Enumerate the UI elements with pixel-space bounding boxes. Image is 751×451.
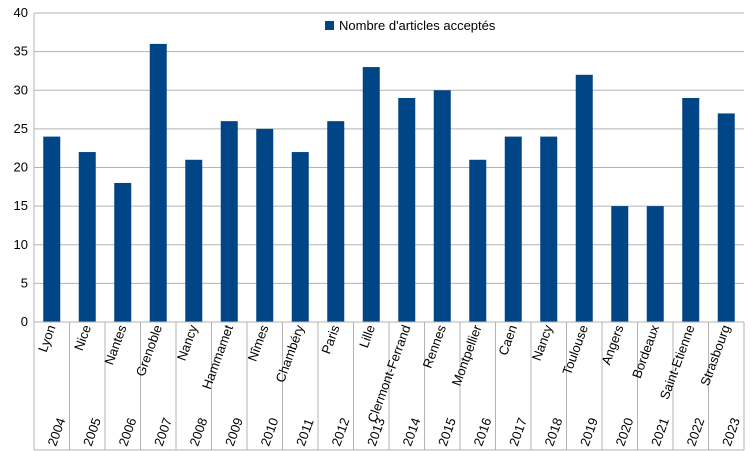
bar bbox=[611, 206, 629, 322]
y-tick-label: 0 bbox=[21, 314, 28, 329]
x-tick-label-city: Angers bbox=[598, 322, 626, 366]
y-tick-label: 15 bbox=[14, 198, 28, 213]
y-tick-label: 30 bbox=[14, 82, 28, 97]
x-tick-label-year: 2009 bbox=[222, 416, 246, 448]
bar bbox=[43, 136, 61, 322]
y-tick-label: 35 bbox=[14, 44, 28, 59]
y-tick-label: 20 bbox=[14, 160, 28, 175]
bar bbox=[540, 136, 558, 322]
bar bbox=[504, 136, 522, 322]
bar bbox=[575, 74, 593, 322]
bar bbox=[256, 128, 274, 322]
y-axis-tick-labels: 0 5 10 15 20 25 30 35 40 bbox=[14, 5, 28, 329]
x-tick-label-year: 2006 bbox=[115, 416, 139, 448]
y-tick-label: 40 bbox=[14, 5, 28, 20]
x-tick-label-city: Chambéry bbox=[272, 322, 307, 384]
x-tick-label-year: 2014 bbox=[399, 416, 423, 448]
x-tick-label-city: Bordeaux bbox=[629, 322, 662, 380]
x-tick-label-city: Paris bbox=[318, 322, 342, 355]
x-tick-label-city: Nancy bbox=[529, 322, 556, 362]
bar bbox=[220, 121, 238, 323]
legend-label: Nombre d'articles acceptés bbox=[339, 18, 496, 33]
x-tick-label-year: 2016 bbox=[470, 416, 494, 448]
x-tick-label-year: 2021 bbox=[648, 416, 672, 448]
x-tick-label-year: 2023 bbox=[719, 416, 743, 448]
bar bbox=[398, 97, 416, 322]
bar bbox=[78, 152, 96, 322]
y-tick-label: 5 bbox=[21, 275, 28, 290]
x-tick-label-city: Toulouse bbox=[559, 323, 591, 377]
bar bbox=[469, 159, 487, 322]
bars bbox=[43, 43, 735, 323]
x-tick-label-year: 2018 bbox=[541, 416, 565, 448]
legend: Nombre d'articles acceptés bbox=[325, 18, 496, 33]
x-tick-label-city: Montpellier bbox=[449, 322, 485, 388]
gridlines bbox=[34, 12, 744, 323]
x-tick-label-city: Hammamet bbox=[199, 323, 236, 392]
bar bbox=[114, 182, 132, 322]
x-tick-label-year: 2017 bbox=[506, 416, 530, 448]
x-tick-label-year: 2020 bbox=[612, 416, 636, 448]
y-tick-label: 25 bbox=[14, 121, 28, 136]
bar bbox=[149, 43, 167, 323]
legend-swatch bbox=[325, 21, 334, 30]
x-tick-label-year: 2012 bbox=[328, 416, 352, 448]
bar bbox=[327, 121, 345, 323]
bar bbox=[362, 67, 380, 322]
x-tick-label-year: 2010 bbox=[257, 416, 281, 448]
x-tick-label-city: Lyon bbox=[35, 323, 59, 354]
y-tick-label: 10 bbox=[14, 237, 28, 252]
x-tick-label-year: 2015 bbox=[435, 416, 459, 448]
x-tick-label-year: 2005 bbox=[80, 416, 104, 448]
x-tick-label-city: Grenoble bbox=[133, 323, 165, 378]
x-tick-label-year: 2019 bbox=[577, 416, 601, 448]
x-tick-label-city: Caen bbox=[495, 323, 520, 357]
x-tick-label-city: Nancy bbox=[174, 322, 201, 362]
bar bbox=[682, 97, 700, 322]
x-tick-label-city: Nîmes bbox=[245, 322, 272, 363]
bar bbox=[717, 113, 735, 322]
bar bbox=[291, 152, 309, 322]
x-tick-label-year: 2011 bbox=[293, 417, 317, 448]
bar bbox=[646, 206, 664, 322]
bar bbox=[185, 159, 203, 322]
x-tick-label-year: 2008 bbox=[186, 416, 210, 448]
x-tick-label-city: Lille bbox=[356, 323, 378, 350]
x-axis: Lyon 2004 Nice 2005 Nantes 2006 Grenoble 2007 Na… bbox=[33, 13, 745, 451]
x-tick-label-year: 2022 bbox=[683, 416, 707, 448]
x-tick-label-city: Saint-Etienne bbox=[657, 323, 698, 401]
x-tick-label-city: Strasbourg bbox=[697, 323, 733, 388]
x-tick-label-year: 2007 bbox=[151, 416, 175, 448]
x-tick-label-year: 2004 bbox=[44, 416, 68, 448]
bar bbox=[433, 90, 451, 322]
x-tick-label-city: Nantes bbox=[101, 322, 129, 366]
x-tick-label-city: Nice bbox=[71, 323, 94, 353]
